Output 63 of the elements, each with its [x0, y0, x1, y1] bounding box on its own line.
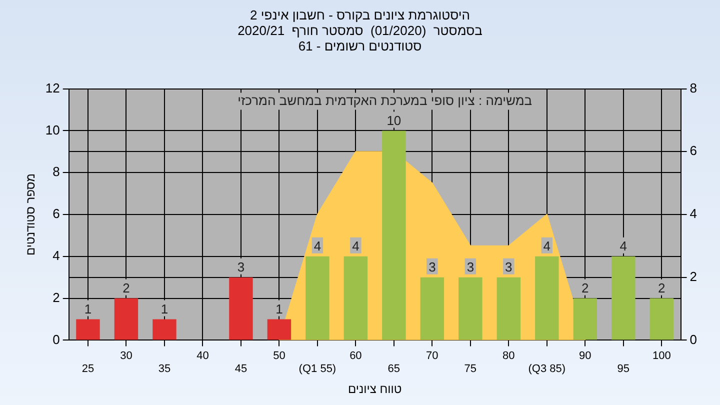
data-label: 2 [122, 280, 130, 296]
bar [573, 298, 598, 340]
data-label: 3 [505, 259, 512, 274]
x-tick-label: 70 [426, 350, 438, 362]
y2-tick-label: 2 [690, 268, 698, 284]
y2-tick-label: 4 [690, 206, 698, 222]
x-tick-label: 60 [350, 350, 362, 362]
y-tick-label: 8 [52, 164, 60, 180]
data-label: 3 [428, 259, 436, 274]
data-label: 3 [466, 259, 474, 274]
x-tick-label: (Q1 55) [298, 363, 336, 376]
x-axis-title: טווח ציונים [348, 382, 402, 396]
bar [458, 277, 482, 340]
y-tick-label: 12 [45, 80, 60, 96]
bar [306, 256, 330, 340]
y2-tick-label: 0 [690, 332, 698, 347]
y-tick-label: 4 [52, 248, 60, 263]
y2-tick-label: 8 [690, 80, 698, 96]
data-label: 3 [237, 259, 245, 274]
x-tick-label: (Q3 85) [528, 363, 566, 376]
y2-tick-label: 6 [690, 143, 698, 158]
data-label: 4 [620, 238, 628, 254]
y-axis-title: מספר סטודנטים [24, 173, 38, 256]
data-label: 4 [352, 238, 360, 254]
bar [114, 298, 138, 340]
x-tick-label: 65 [388, 363, 400, 376]
data-label: 1 [160, 301, 168, 316]
data-label: 1 [84, 301, 92, 316]
bar [650, 298, 674, 340]
x-tick-label: 45 [234, 363, 248, 376]
y-tick-label: 0 [52, 332, 60, 347]
x-tick-label: 35 [158, 363, 171, 376]
x-tick-label: 90 [579, 350, 592, 362]
x-tick-label: 40 [196, 350, 209, 362]
x-tick-label: 100 [652, 350, 671, 362]
y-tick-label: 2 [52, 290, 60, 305]
data-label: 2 [582, 280, 589, 296]
data-label: 10 [386, 112, 402, 128]
bar [612, 256, 636, 340]
chart-subtitle: בסמסטר (01/2020) סמסטר חורף 2020/21 סטודנטים רשומים - 61 [238, 22, 483, 54]
y-tick-label: 10 [45, 122, 60, 138]
x-tick-label: 80 [502, 350, 515, 362]
data-label: 4 [543, 238, 551, 254]
x-tick-label: 75 [464, 363, 477, 376]
bar [496, 277, 521, 340]
x-tick-label: 30 [120, 350, 132, 362]
bar [420, 277, 444, 340]
bar [344, 256, 368, 340]
chart-title: היסטוגרמת ציונים בקורס - חשבון אינפי 2 [250, 7, 470, 22]
bar [152, 319, 176, 340]
data-label: 2 [658, 280, 666, 296]
bar [76, 319, 100, 340]
bar [535, 256, 559, 340]
x-tick-label: 95 [617, 363, 630, 376]
bar [267, 319, 292, 340]
annotation: במשימה : ציון סופי במערכת האקדמית במחשב המרכזי [238, 92, 532, 108]
y-tick-label: 6 [52, 206, 60, 222]
x-tick-label: 25 [82, 363, 94, 376]
bar [382, 130, 406, 340]
data-label: 4 [314, 238, 322, 254]
bar [229, 277, 253, 340]
data-label: 1 [276, 301, 283, 316]
x-tick-label: 50 [273, 350, 286, 362]
